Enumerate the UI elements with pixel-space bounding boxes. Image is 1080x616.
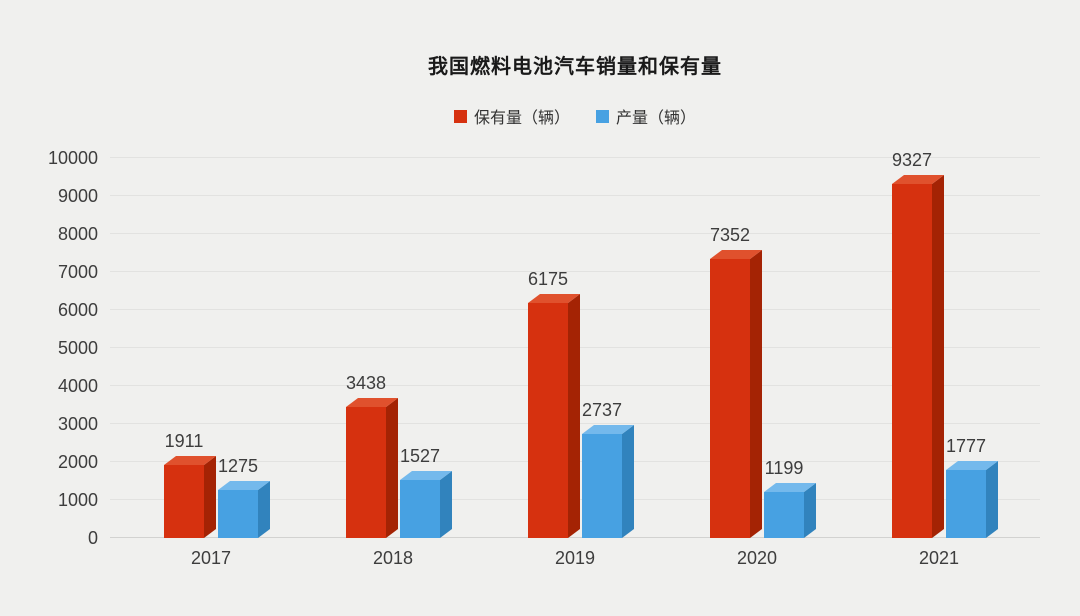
bar-holdings: 1911 — [164, 431, 216, 538]
gridline — [110, 233, 1040, 234]
bar-holdings-front-face — [528, 303, 568, 538]
bar-value-label: 1199 — [764, 458, 804, 479]
y-tick-label: 3000 — [57, 414, 98, 434]
bar-value-label: 1777 — [945, 436, 987, 457]
bar-production-front-face — [582, 434, 622, 538]
y-tick-label: 10000 — [47, 148, 98, 168]
bar-production-side-face — [622, 424, 634, 538]
legend: 保有量（辆） 产量（辆） — [110, 104, 1040, 128]
bar-value-label: 1527 — [399, 445, 441, 466]
bar-holdings-front-face — [346, 407, 386, 538]
x-axis-label: 2021 — [918, 548, 960, 568]
bar-value-label: 3438 — [345, 373, 387, 394]
bar-production-front-face — [764, 492, 804, 538]
bar-holdings: 6175 — [528, 269, 580, 538]
gridline — [110, 271, 1040, 272]
bar-production: 1527 — [400, 446, 452, 538]
legend-label-holdings: 保有量（辆） — [473, 110, 570, 127]
bar-production-side-face — [258, 480, 270, 538]
legend-label-production: 产量（辆） — [616, 110, 697, 127]
bar-production: 1199 — [764, 458, 816, 538]
gridline — [110, 157, 1040, 158]
y-tick-label: 4000 — [57, 376, 98, 396]
bar-group-2018: 3438 1527 2018 — [346, 373, 452, 568]
x-axis-label: 2020 — [736, 548, 778, 568]
bar-value-label: 1911 — [164, 431, 204, 452]
bar-group-2020: 7352 1199 2020 — [710, 225, 816, 568]
legend-swatch-holdings-icon — [453, 109, 467, 123]
legend-item-holdings: 保有量（辆） — [453, 104, 570, 128]
legend-item-production: 产量（辆） — [596, 104, 696, 128]
legend-swatch-production-icon — [596, 109, 609, 123]
y-tick-label: 8000 — [57, 224, 98, 244]
y-tick-label: 7000 — [57, 262, 98, 282]
bar-production: 1275 — [218, 456, 270, 538]
gridline — [110, 195, 1040, 196]
bar-group-2021: 9327 1777 2021 — [892, 150, 998, 568]
x-axis-label: 2019 — [554, 548, 596, 568]
bar-production: 2737 — [582, 400, 634, 538]
bar-value-label: 7352 — [709, 224, 751, 245]
bar-group-2019: 6175 2737 2019 — [528, 269, 634, 568]
bar-holdings-side-face — [932, 174, 944, 538]
bar-production-side-face — [986, 461, 998, 538]
bar-value-label: 9327 — [891, 149, 933, 170]
bar-production: 1777 — [946, 436, 998, 538]
bar-holdings-side-face — [750, 249, 762, 538]
y-tick-label: 6000 — [57, 300, 98, 320]
bar-holdings: 3438 — [346, 373, 398, 538]
bar-holdings-front-face — [892, 183, 932, 538]
bar-production-side-face — [804, 483, 816, 538]
bar-production-front-face — [946, 470, 986, 538]
bar-holdings-front-face — [710, 258, 750, 538]
plot-area: 0 1000 2000 3000 4000 5000 6000 7000 8000 9000 100… — [48, 148, 1040, 568]
bar-value-label: 6175 — [527, 269, 569, 290]
bar-production-front-face — [218, 489, 258, 538]
y-tick-label: 2000 — [57, 452, 98, 472]
bar-production-front-face — [400, 479, 440, 538]
bar-holdings-side-face — [386, 398, 398, 538]
x-axis-label: 2018 — [372, 548, 414, 568]
y-tick-label: 9000 — [57, 186, 98, 206]
bar-holdings-front-face — [164, 465, 204, 538]
x-axis-label: 2017 — [190, 548, 232, 568]
bar-holdings-side-face — [204, 456, 216, 538]
bar-value-label: 1275 — [217, 455, 259, 476]
bar-group-2017: 1911 1275 2017 — [164, 431, 270, 568]
bar-value-label: 2737 — [581, 400, 623, 420]
bar-holdings: 9327 — [892, 150, 944, 538]
y-tick-label: 0 — [87, 528, 98, 548]
chart-title: 我国燃料电池汽车销量和保有量 — [428, 56, 722, 78]
x-axis-line — [110, 537, 1040, 538]
y-tick-label: 1000 — [57, 490, 98, 510]
bar-holdings: 7352 — [710, 225, 762, 538]
bar-holdings-side-face — [568, 294, 580, 538]
bar-production-side-face — [440, 470, 452, 538]
y-tick-label: 5000 — [57, 338, 98, 358]
